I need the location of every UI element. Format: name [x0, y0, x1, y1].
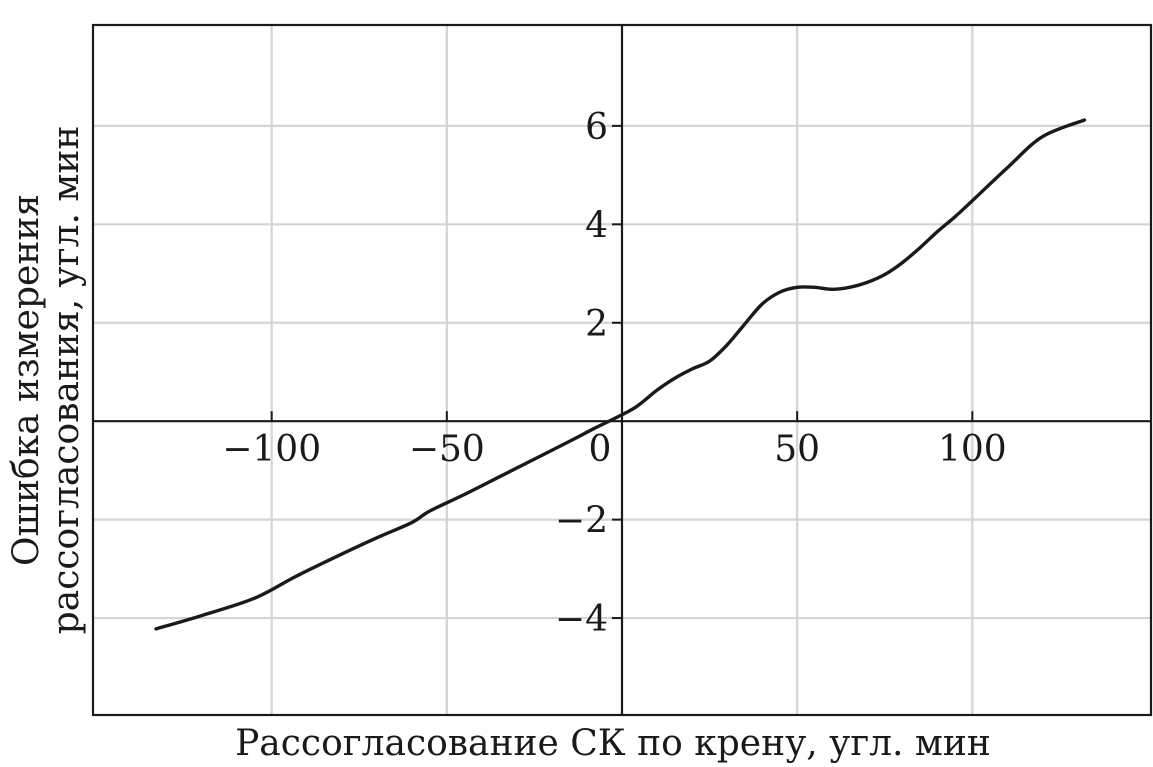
y-tick-label: 4: [585, 205, 608, 246]
series-lines: [154, 118, 1087, 631]
x-tick-label: −100: [222, 429, 321, 470]
x-tick-label: 0: [589, 429, 612, 470]
x-tick-label: −50: [409, 429, 485, 470]
axes: [93, 25, 1151, 715]
y-tick-label: 2: [585, 304, 608, 345]
plot-frame: [91, 23, 1153, 717]
x-axis-title: Рассогласование СК по крену, угл. мин: [235, 723, 991, 764]
y-tick-label: 6: [585, 107, 608, 148]
y-axis-title-line-1: Ошибка измерения: [6, 194, 47, 566]
x-tick-label: 50: [774, 429, 820, 470]
y-axis-title-line-2: рассогласования, угл. мин: [46, 126, 87, 635]
x-tick-label: 100: [938, 429, 1007, 470]
y-tick-label: −2: [555, 501, 608, 542]
y-tick-label: −4: [555, 599, 608, 640]
tick-labels: −100 −50 0 50 100 6 4 2 −2 −4: [222, 107, 1006, 640]
series-line: [154, 118, 1087, 631]
y-axis-title: Ошибка измерения рассогласования, угл. м…: [6, 126, 87, 635]
